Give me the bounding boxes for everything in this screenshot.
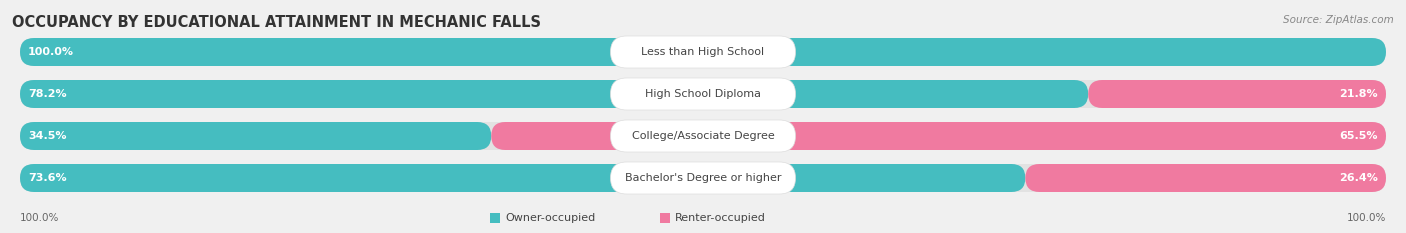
FancyBboxPatch shape <box>491 213 501 223</box>
FancyBboxPatch shape <box>491 122 1386 150</box>
Text: 65.5%: 65.5% <box>1340 131 1378 141</box>
Text: 26.4%: 26.4% <box>1339 173 1378 183</box>
FancyBboxPatch shape <box>20 38 1386 66</box>
Text: 21.8%: 21.8% <box>1340 89 1378 99</box>
FancyBboxPatch shape <box>20 38 1386 66</box>
FancyBboxPatch shape <box>610 120 796 152</box>
FancyBboxPatch shape <box>610 36 796 68</box>
Text: Less than High School: Less than High School <box>641 47 765 57</box>
Text: 73.6%: 73.6% <box>28 173 66 183</box>
FancyBboxPatch shape <box>610 78 796 110</box>
FancyBboxPatch shape <box>20 164 1386 192</box>
FancyBboxPatch shape <box>1025 164 1386 192</box>
Text: Renter-occupied: Renter-occupied <box>675 213 766 223</box>
Text: Source: ZipAtlas.com: Source: ZipAtlas.com <box>1284 15 1393 25</box>
Text: High School Diploma: High School Diploma <box>645 89 761 99</box>
Text: 100.0%: 100.0% <box>1347 213 1386 223</box>
FancyBboxPatch shape <box>610 162 796 194</box>
FancyBboxPatch shape <box>20 80 1088 108</box>
Text: Bachelor's Degree or higher: Bachelor's Degree or higher <box>624 173 782 183</box>
FancyBboxPatch shape <box>659 213 671 223</box>
Text: 100.0%: 100.0% <box>20 213 59 223</box>
Text: College/Associate Degree: College/Associate Degree <box>631 131 775 141</box>
Text: 100.0%: 100.0% <box>28 47 75 57</box>
FancyBboxPatch shape <box>20 122 1386 150</box>
Text: OCCUPANCY BY EDUCATIONAL ATTAINMENT IN MECHANIC FALLS: OCCUPANCY BY EDUCATIONAL ATTAINMENT IN M… <box>13 15 541 30</box>
Text: 34.5%: 34.5% <box>28 131 66 141</box>
FancyBboxPatch shape <box>20 122 491 150</box>
Text: Owner-occupied: Owner-occupied <box>505 213 595 223</box>
FancyBboxPatch shape <box>20 164 1025 192</box>
FancyBboxPatch shape <box>1088 80 1386 108</box>
Text: 78.2%: 78.2% <box>28 89 66 99</box>
FancyBboxPatch shape <box>20 80 1386 108</box>
